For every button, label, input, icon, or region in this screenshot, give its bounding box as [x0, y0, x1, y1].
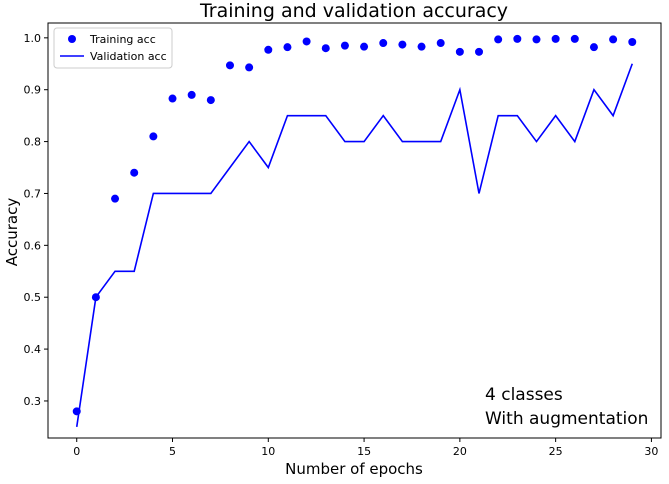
training-acc-point [628, 37, 637, 46]
training-acc-point [206, 96, 215, 105]
y-axis-label: Accuracy [3, 198, 21, 267]
training-acc-point [245, 63, 254, 72]
x-tick-label: 30 [644, 445, 658, 458]
training-acc-point [589, 43, 598, 52]
annotation-line-1: 4 classes [485, 385, 563, 405]
legend-marker-training [68, 35, 76, 43]
legend-box [53, 27, 173, 69]
legend: Training acc Validation acc [53, 27, 173, 69]
y-tick-label: 0.5 [24, 291, 42, 304]
training-acc-point [494, 35, 503, 44]
chart-title: Training and validation accuracy [199, 0, 508, 22]
training-acc-point [130, 168, 139, 177]
y-axis: 0.3 0.4 0.5 0.6 0.7 0.8 0.9 1.0 [24, 32, 48, 408]
x-tick-label: 5 [169, 445, 176, 458]
training-acc-point [417, 42, 426, 51]
training-acc-point [532, 35, 541, 44]
training-acc-point [513, 34, 522, 43]
training-acc-point [551, 34, 560, 43]
legend-label-validation: Validation acc [90, 50, 167, 63]
y-tick-label: 0.3 [24, 395, 42, 408]
y-tick-label: 0.9 [24, 84, 42, 97]
legend-label-training: Training acc [89, 33, 156, 46]
series-layer [72, 34, 637, 428]
training-acc-point [379, 39, 388, 48]
validation-acc-line [75, 63, 634, 428]
training-acc-point [283, 43, 292, 52]
y-tick-label: 1.0 [24, 32, 42, 45]
training-acc-point [168, 94, 177, 103]
y-tick-label: 0.4 [24, 343, 42, 356]
training-acc-point [455, 47, 464, 56]
y-tick-label: 0.6 [24, 239, 42, 252]
x-tick-label: 0 [73, 445, 80, 458]
training-acc-point [302, 37, 311, 46]
x-tick-label: 20 [453, 445, 467, 458]
plot-area [47, 22, 662, 439]
y-tick-label: 0.8 [24, 136, 42, 149]
y-tick-label: 0.7 [24, 187, 42, 200]
training-acc-point [340, 41, 349, 50]
annotation-line-2: With augmentation [485, 409, 648, 429]
x-tick-label: 15 [357, 445, 371, 458]
training-acc-point [360, 42, 369, 51]
x-tick-label: 25 [549, 445, 563, 458]
training-acc-point [225, 61, 234, 70]
training-acc-point [398, 40, 407, 49]
training-acc-point [111, 194, 120, 203]
training-acc-point [149, 132, 158, 141]
x-axis: 0 5 10 15 20 25 30 [73, 438, 658, 458]
training-acc-point [570, 34, 579, 43]
training-acc-point [609, 35, 618, 44]
training-acc-point [321, 44, 330, 53]
training-acc-point [436, 39, 445, 48]
training-acc-point [187, 90, 196, 99]
x-tick-label: 10 [261, 445, 275, 458]
x-axis-label: Number of epochs [285, 460, 423, 478]
training-acc-point [475, 47, 484, 56]
training-acc-point [264, 45, 273, 54]
